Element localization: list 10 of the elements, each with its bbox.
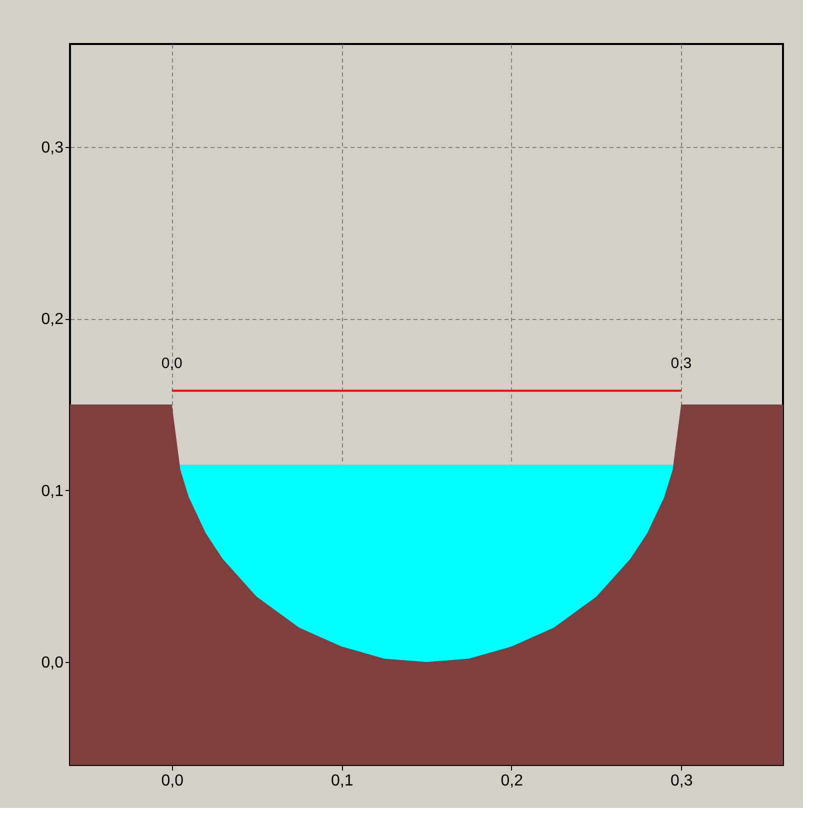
x-tick-label: 0,0 [161, 772, 184, 790]
annotation: 0,0 [161, 354, 182, 372]
y-tick-label: 0,0 [41, 654, 64, 672]
annotation: 0,3 [670, 354, 692, 372]
x-tick-label: 0,3 [670, 772, 693, 790]
y-tick-label: 0,1 [41, 482, 64, 500]
x-tick-label: 0,1 [330, 772, 354, 790]
x-tick-label: 0,2 [500, 772, 524, 790]
y-tick-label: 0,3 [41, 140, 64, 156]
y-tick-label: 0,2 [41, 311, 64, 328]
